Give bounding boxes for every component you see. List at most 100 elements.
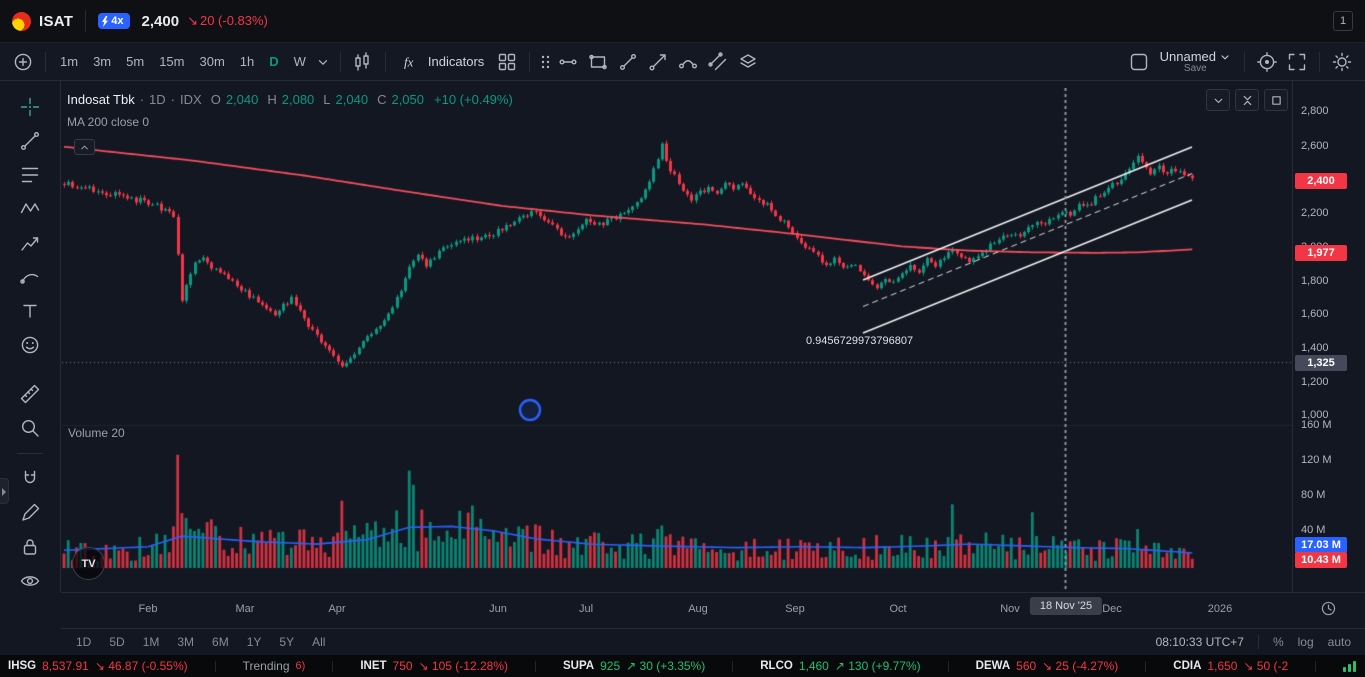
time-label-apr[interactable]: Apr bbox=[328, 603, 346, 615]
timeframe-1m[interactable]: 1m bbox=[53, 50, 85, 73]
indicators-button[interactable]: fx Indicators bbox=[393, 47, 492, 77]
time-label-dec[interactable]: Dec bbox=[1102, 603, 1122, 615]
range-1y[interactable]: 1Y bbox=[239, 632, 270, 652]
lock-drawings-button[interactable] bbox=[11, 530, 49, 564]
tradingview-logo[interactable]: TV bbox=[72, 547, 105, 580]
ticker-trending[interactable]: Trending 6) bbox=[243, 659, 306, 673]
timeframe-5m[interactable]: 5m bbox=[119, 50, 151, 73]
collapse-legend-button[interactable] bbox=[74, 139, 95, 155]
emoji-icon bbox=[21, 336, 39, 354]
pencil-icon bbox=[22, 503, 40, 521]
drawing-mode-button[interactable] bbox=[11, 496, 49, 530]
time-label-oct[interactable]: Oct bbox=[889, 603, 907, 615]
zoom-tool-button[interactable] bbox=[11, 411, 49, 445]
rectangle-tool-button[interactable] bbox=[583, 48, 613, 76]
pane-maximize-button[interactable] bbox=[1264, 89, 1288, 111]
time-label-nov[interactable]: Nov bbox=[1000, 603, 1020, 615]
hide-drawings-button[interactable] bbox=[11, 564, 49, 598]
time-label-feb[interactable]: Feb bbox=[138, 603, 158, 615]
timeframe-dropdown-button[interactable] bbox=[313, 48, 333, 76]
pattern-tools-button[interactable] bbox=[11, 192, 49, 226]
text-tool-button[interactable] bbox=[11, 294, 49, 328]
trending-label: Trending bbox=[242, 659, 290, 673]
layout-name-block[interactable]: Unnamed Save bbox=[1160, 49, 1231, 74]
window-count-button[interactable]: 1 bbox=[1333, 11, 1353, 31]
chart-style-button[interactable] bbox=[348, 48, 378, 76]
divider bbox=[1319, 51, 1320, 72]
crosshair-tool-button[interactable] bbox=[11, 90, 49, 124]
alert-target-button[interactable] bbox=[1252, 48, 1282, 76]
pane-down-button[interactable] bbox=[1206, 89, 1230, 111]
emoji-tool-button[interactable] bbox=[11, 328, 49, 362]
volume-indicator-label[interactable]: Volume 20 bbox=[68, 426, 125, 440]
log-scale-button[interactable]: log bbox=[1297, 634, 1314, 649]
trend-line-tool-button[interactable] bbox=[613, 48, 643, 76]
curve-tool-button[interactable] bbox=[673, 48, 703, 76]
ticker-quote-cdia[interactable]: CDIA 1,650 ↘ 50 (-2 bbox=[1173, 659, 1288, 673]
magnet-tool-button[interactable] bbox=[11, 462, 49, 496]
ticker-quote-dewa[interactable]: DEWA 560 ↘ 25 (-4.27%) bbox=[976, 659, 1119, 673]
layers-tool-button[interactable] bbox=[733, 48, 763, 76]
chart-legend: Indosat Tbk · 1D · IDX O 2,040 H 2,080 L 2,… bbox=[67, 92, 513, 129]
timeframe-3m[interactable]: 3m bbox=[86, 50, 118, 73]
timezone-button[interactable] bbox=[1317, 597, 1339, 619]
time-label-aug[interactable]: Aug bbox=[688, 603, 708, 615]
range-all[interactable]: All bbox=[304, 632, 333, 652]
ticker-quote-ihsg[interactable]: IHSG 8,537.91 ↘ 46.87 (-0.55%) bbox=[8, 659, 188, 673]
divider bbox=[1315, 660, 1317, 672]
horizontal-line-tool-button[interactable] bbox=[553, 48, 583, 76]
parallel-channel-tool-button[interactable] bbox=[703, 48, 733, 76]
timeframe-w[interactable]: W bbox=[287, 50, 313, 73]
layout-select-button[interactable] bbox=[1124, 48, 1154, 76]
measure-tool-button[interactable] bbox=[11, 377, 49, 411]
time-label-sep[interactable]: Sep bbox=[785, 603, 805, 615]
price-badge-ma: 1,977 bbox=[1295, 245, 1347, 261]
time-label-jul[interactable]: Jul bbox=[578, 603, 594, 615]
panel-toggle-handle[interactable] bbox=[0, 478, 9, 504]
timeframe-15m[interactable]: 15m bbox=[152, 50, 191, 73]
price-axis[interactable]: 2,8002,6002,4002,2002,0001,8001,6001,400… bbox=[1292, 81, 1365, 592]
symbol-button[interactable]: ISAT bbox=[39, 12, 74, 30]
chart-canvas[interactable] bbox=[62, 88, 1292, 592]
timeframe-d[interactable]: D bbox=[262, 50, 285, 73]
timeframe-30m[interactable]: 30m bbox=[192, 50, 231, 73]
brush-tool-button[interactable] bbox=[11, 260, 49, 294]
svg-text:fx: fx bbox=[404, 54, 414, 69]
ray-tool-button[interactable] bbox=[643, 48, 673, 76]
range-6m[interactable]: 6M bbox=[204, 632, 237, 652]
layout-name[interactable]: Unnamed bbox=[1159, 49, 1216, 64]
save-button[interactable]: Save bbox=[1183, 63, 1207, 74]
range-1m[interactable]: 1M bbox=[135, 632, 168, 652]
ticker-quote-supa[interactable]: SUPA 925 ↗ 30 (+3.35%) bbox=[563, 659, 705, 673]
ma-indicator-label[interactable]: MA 200 close 0 bbox=[67, 115, 150, 129]
divider bbox=[529, 51, 531, 72]
percent-scale-button[interactable]: % bbox=[1272, 634, 1284, 649]
ticker-quote-rlco[interactable]: RLCO 1,460 ↗ 130 (+9.77%) bbox=[760, 659, 920, 673]
leverage-badge[interactable]: 4x bbox=[98, 13, 130, 29]
time-axis[interactable]: Feb Mar Apr Jun Jul Aug Sep Oct Nov Dec 2026 18 Nov… bbox=[0, 592, 1365, 628]
forecast-tools-button[interactable] bbox=[11, 226, 49, 260]
legend-symbol[interactable]: Indosat Tbk bbox=[67, 92, 135, 107]
time-label-mar[interactable]: Mar bbox=[235, 603, 255, 615]
pane-collapse-button[interactable] bbox=[1235, 89, 1259, 111]
fib-tools-button[interactable] bbox=[11, 158, 49, 192]
add-symbol-button[interactable] bbox=[8, 48, 38, 76]
trend-tools-button[interactable] bbox=[11, 124, 49, 158]
session-clock[interactable]: 08:10:33 UTC+7 bbox=[1155, 634, 1244, 649]
ticker-quote-inet[interactable]: INET 750 ↘ 105 (-12.28%) bbox=[360, 659, 508, 673]
fullscreen-button[interactable] bbox=[1282, 48, 1312, 76]
horizontal-line-icon bbox=[559, 58, 577, 64]
range-1d[interactable]: 1D bbox=[68, 632, 99, 652]
timeframe-1h[interactable]: 1h bbox=[233, 50, 261, 73]
auto-scale-button[interactable]: auto bbox=[1327, 634, 1351, 649]
time-label-jun[interactable]: Jun bbox=[489, 603, 507, 615]
layout-grid-button[interactable] bbox=[492, 48, 522, 76]
theme-button[interactable] bbox=[1327, 48, 1357, 76]
drag-handle-icon[interactable] bbox=[537, 48, 553, 76]
range-5y[interactable]: 5Y bbox=[271, 632, 302, 652]
ticker-price: 8,537.91 bbox=[42, 659, 89, 673]
divider bbox=[339, 51, 341, 72]
time-label-2026[interactable]: 2026 bbox=[1207, 603, 1233, 615]
range-3m[interactable]: 3M bbox=[169, 632, 202, 652]
range-5d[interactable]: 5D bbox=[101, 632, 132, 652]
